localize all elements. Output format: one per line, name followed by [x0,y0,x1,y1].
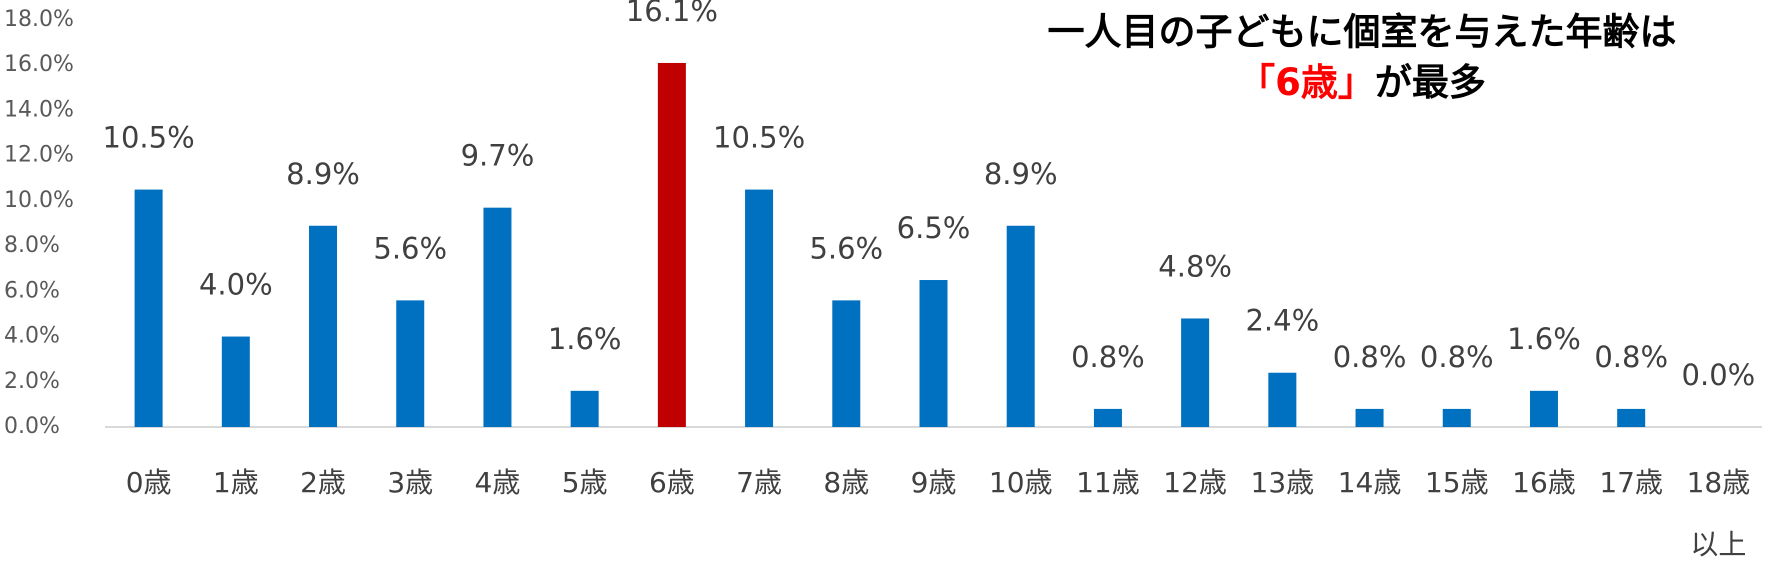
y-tick-label: 14.0% [4,97,74,122]
bar [570,390,599,427]
value-label: 6.5% [897,211,971,245]
x-tick-label: 17歳 [1599,466,1663,499]
x-tick-label: 0歳 [126,466,172,499]
y-tick-label: 6.0% [4,278,60,303]
bar [134,189,163,427]
subtitle-highlight: 「6歳」 [1238,61,1375,104]
value-label: 4.0% [199,268,273,302]
y-tick-label: 10.0% [4,188,74,213]
value-label: 10.5% [103,121,195,155]
x-tick-label: 6歳 [649,466,695,499]
x-tick-label-line: 以上 [1690,528,1746,561]
value-label: 5.6% [809,231,883,265]
x-tick-label: 4歳 [475,466,521,499]
y-tick-label: 2.0% [4,369,60,394]
value-label: 4.8% [1158,249,1232,283]
x-tick-label: 18歳以上 [1687,466,1751,561]
value-label: 8.9% [984,157,1058,191]
x-tick-label: 2歳 [300,466,346,499]
y-tick-label: 16.0% [4,52,74,77]
x-tick-label: 14歳 [1338,466,1402,499]
value-label: 1.6% [1507,322,1581,356]
bar [396,300,425,427]
y-tick-label: 18.0% [4,7,74,32]
x-tick-label: 9歳 [911,466,957,499]
bar [1268,372,1297,427]
value-label: 10.5% [713,121,805,155]
bar [1442,408,1471,427]
value-label: 0.8% [1420,340,1494,374]
x-tick-label: 13歳 [1251,466,1315,499]
x-tick-label: 15歳 [1425,466,1489,499]
chart-title: 一人目の子どもに個室を与えた年齢は [1048,11,1677,54]
bar [1006,225,1035,427]
bar [919,280,948,427]
value-label: 1.6% [548,322,622,356]
value-label: 5.6% [373,231,447,265]
value-label: 0.8% [1594,340,1668,374]
bar [1617,408,1646,427]
value-label: 9.7% [461,139,535,173]
bar [1529,390,1558,427]
x-tick-label: 3歳 [387,466,433,499]
x-tick-label: 11歳 [1076,466,1140,499]
x-tick-label: 5歳 [562,466,608,499]
bar [483,207,512,427]
x-tick-label: 10歳 [989,466,1053,499]
value-label: 0.0% [1682,358,1756,392]
subtitle-text: が最多 [1375,61,1486,104]
value-label: 8.9% [286,157,360,191]
x-tick-label: 1歳 [213,466,259,499]
x-tick-label: 7歳 [736,466,782,499]
x-tick-label: 8歳 [823,466,869,499]
y-tick-label: 0.0% [4,414,60,439]
chart-subtitle: 「6歳」が最多 [1238,61,1486,104]
y-tick-label: 8.0% [4,233,60,258]
y-tick-label: 12.0% [4,143,74,168]
value-label: 2.4% [1245,304,1319,338]
bar [1181,318,1210,427]
y-tick-label: 4.0% [4,324,60,349]
value-label: 0.8% [1071,340,1145,374]
value-label: 0.8% [1333,340,1407,374]
bar [221,336,250,427]
bar [1355,408,1384,427]
value-label: 16.1% [626,0,718,28]
bar [832,300,861,427]
bar [745,189,774,427]
bar [1093,408,1122,427]
bar [657,62,686,427]
x-tick-label-line: 18歳 [1687,466,1751,499]
bar [309,225,338,427]
x-tick-label: 16歳 [1512,466,1576,499]
x-tick-label: 12歳 [1163,466,1227,499]
